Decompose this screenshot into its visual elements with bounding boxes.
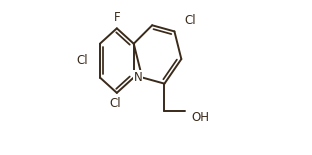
Text: F: F [114,11,120,24]
Text: Cl: Cl [110,97,121,111]
Text: Cl: Cl [184,14,196,27]
Text: N: N [134,71,142,84]
Text: OH: OH [191,111,209,124]
Text: Cl: Cl [77,54,88,67]
